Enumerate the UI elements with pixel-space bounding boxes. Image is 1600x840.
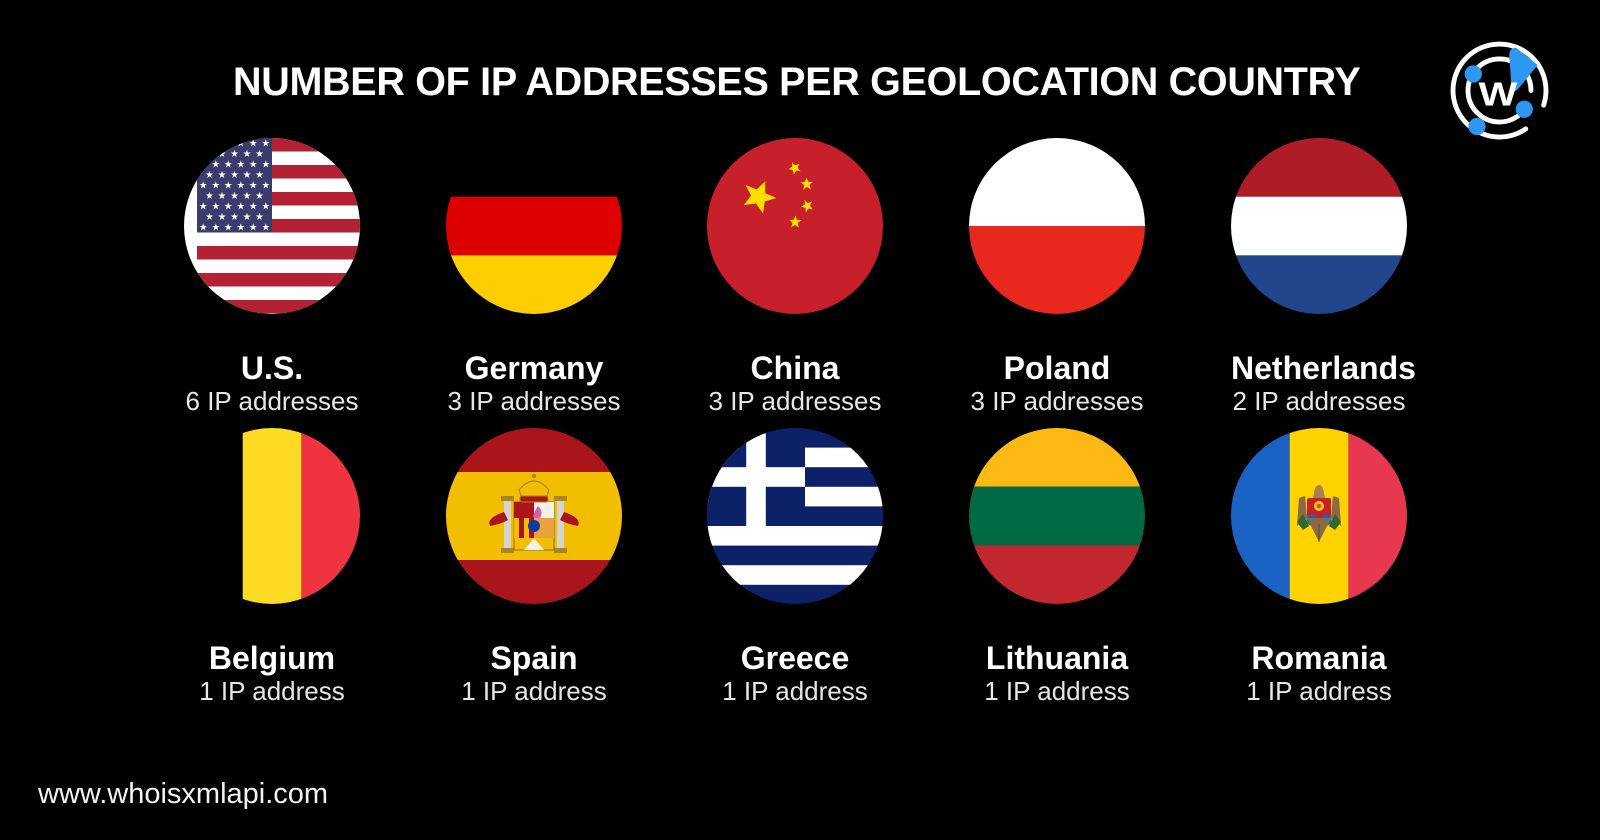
svg-text:W: W [1479,75,1519,112]
